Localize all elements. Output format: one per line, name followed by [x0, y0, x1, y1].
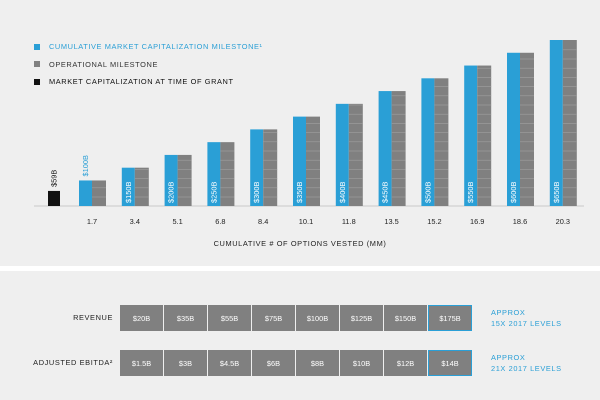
milestone-bar	[121, 167, 135, 206]
legend-item-market-cap-milestone: CUMULATIVE MARKET CAPITALIZATION MILESTO…	[34, 38, 263, 56]
operational-bar	[348, 103, 363, 206]
x-tick-label: 10.1	[299, 217, 313, 226]
revenue-cell: $35B	[164, 305, 208, 331]
ebitda-cell: $3B	[164, 350, 208, 376]
operational-bar	[477, 65, 492, 207]
legend-swatch-blue	[34, 43, 40, 50]
x-tick-label: 13.5	[384, 217, 398, 226]
x-tick-label: 20.3	[556, 217, 570, 226]
legend-label: MARKET CAPITALIZATION AT TIME OF GRANT	[49, 77, 234, 87]
ebitda-row: ADJUSTED EBITDA² $1.5B $3B $4.5B $6B $8B $10B…	[0, 350, 600, 376]
milestone-bar	[335, 103, 349, 206]
legend-item-operational-milestone: OPERATIONAL MILESTONE	[34, 56, 263, 74]
milestone-label: $650B	[552, 182, 561, 203]
operational-bar	[92, 180, 106, 206]
operational-bar	[520, 52, 534, 207]
ebitda-approx-line1: APPROX	[491, 353, 526, 362]
revenue-row: REVENUE $20B $35B $55B $75B $100B $125B $150B $…	[0, 305, 600, 331]
revenue-row-label: REVENUE	[73, 313, 113, 322]
grant-bar	[48, 190, 60, 206]
operational-bar	[391, 91, 406, 206]
operational-bar	[306, 116, 320, 206]
milestone-bar	[293, 116, 306, 206]
milestone-bar	[464, 65, 478, 207]
milestone-label: $150B	[124, 182, 133, 203]
milestone-label: $300B	[252, 182, 261, 203]
milestone-label: $550B	[466, 182, 475, 203]
ebitda-row-label: ADJUSTED EBITDA²	[33, 358, 113, 367]
ebitda-cell: $12B	[384, 350, 428, 376]
revenue-cell: $175B	[428, 305, 472, 331]
ebitda-approx-line2: 21X 2017 LEVELS	[491, 364, 562, 373]
milestone-label: $100B	[81, 155, 90, 176]
legend-label: CUMULATIVE MARKET CAPITALIZATION MILESTO…	[49, 42, 263, 52]
chart-legend: CUMULATIVE MARKET CAPITALIZATION MILESTO…	[34, 38, 263, 91]
ebitda-cell: $1.5B	[120, 350, 164, 376]
ebitda-cell: $6B	[252, 350, 296, 376]
operational-bar	[134, 167, 149, 206]
x-tick-label: 18.6	[513, 217, 527, 226]
x-tick-label: 6.8	[215, 217, 225, 226]
milestone-label: $350B	[295, 182, 304, 203]
milestone-label: $600B	[509, 182, 518, 203]
milestone-bar	[549, 40, 563, 206]
ebitda-cells: $1.5B $3B $4.5B $6B $8B $10B $12B $14B	[120, 350, 472, 376]
milestone-bar	[207, 142, 221, 206]
ebitda-cell: $4.5B	[208, 350, 252, 376]
revenue-cell: $75B	[252, 305, 296, 331]
milestone-bar	[79, 180, 92, 206]
revenue-approx-note: APPROX 15X 2017 LEVELS	[491, 307, 562, 329]
revenue-cell: $100B	[296, 305, 340, 331]
x-tick-label: 8.4	[258, 217, 268, 226]
milestone-label: $500B	[423, 182, 432, 203]
x-tick-label: 3.4	[130, 217, 140, 226]
revenue-cell: $55B	[208, 305, 252, 331]
ebitda-cell: $14B	[428, 350, 472, 376]
legend-swatch-gray	[34, 61, 40, 68]
ebitda-cell: $8B	[296, 350, 340, 376]
grant-bar-label: $59B	[50, 170, 59, 187]
x-tick-label: 5.1	[172, 217, 182, 226]
revenue-cell: $125B	[340, 305, 384, 331]
ebitda-cell: $10B	[340, 350, 384, 376]
x-tick-label: 15.2	[427, 217, 441, 226]
operational-bar	[562, 40, 577, 206]
legend-item-grant-market-cap: MARKET CAPITALIZATION AT TIME OF GRANT	[34, 73, 263, 91]
milestone-label: $450B	[381, 182, 390, 203]
milestone-label: $250B	[209, 182, 218, 203]
x-axis-label: CUMULATIVE # OF OPTIONS VESTED (MM)	[213, 239, 387, 248]
operational-bar	[177, 154, 192, 206]
milestone-bar	[507, 52, 520, 207]
x-tick-label: 16.9	[470, 217, 484, 226]
operational-bar	[263, 129, 278, 206]
revenue-approx-line2: 15X 2017 LEVELS	[491, 319, 562, 328]
milestone-bar-chart: $59B $100B 1.7 $150B 3.4 $200B 5.1 $250B 6.8 $300…	[34, 40, 584, 226]
milestone-label: $400B	[338, 182, 347, 203]
milestone-bar	[378, 91, 392, 206]
operational-bar	[434, 78, 449, 206]
x-tick-label: 11.8	[342, 217, 356, 226]
revenue-cells: $20B $35B $55B $75B $100B $125B $150B $175B	[120, 305, 472, 331]
operational-bar	[220, 142, 235, 206]
milestone-bar	[164, 154, 178, 206]
legend-swatch-black	[34, 78, 40, 85]
milestone-bar	[250, 129, 264, 206]
revenue-cell: $150B	[384, 305, 428, 331]
revenue-approx-line1: APPROX	[491, 308, 526, 317]
revenue-cell: $20B	[120, 305, 164, 331]
legend-label: OPERATIONAL MILESTONE	[49, 59, 158, 69]
section-divider	[0, 266, 600, 271]
x-tick-label: 1.7	[87, 217, 97, 226]
ebitda-approx-note: APPROX 21X 2017 LEVELS	[491, 352, 562, 374]
milestone-label: $200B	[167, 182, 176, 203]
milestone-bar	[421, 78, 435, 206]
